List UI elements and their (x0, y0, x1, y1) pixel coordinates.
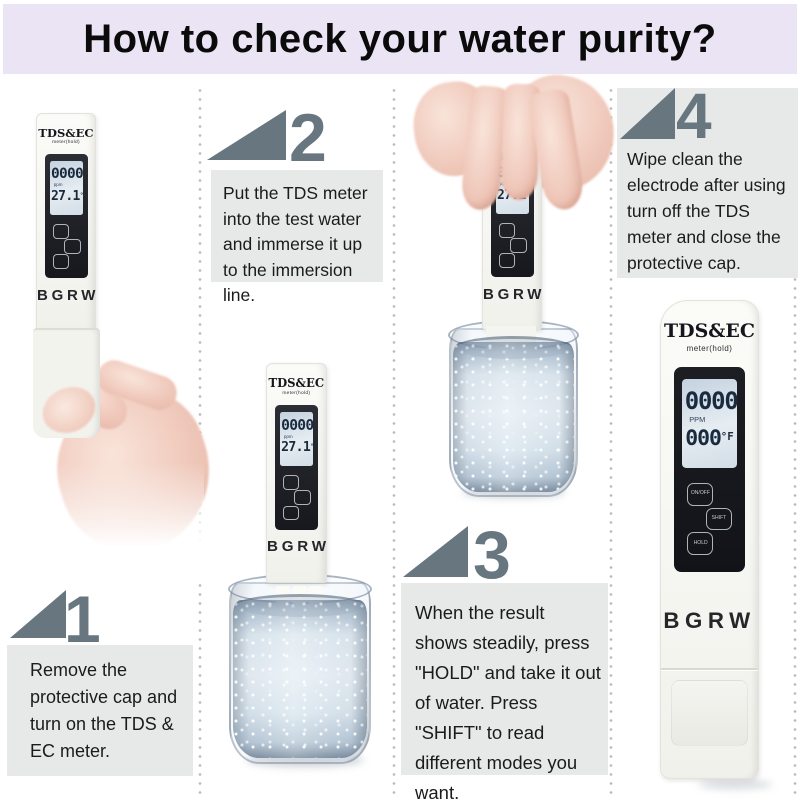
tds-meter-product-shot: TDS&EC meter(hold) 0000 PPM 000°F ON/OFF… (660, 300, 759, 779)
shift-button: SHIFT (706, 507, 733, 531)
meter-brand-title: TDS&EC (268, 375, 325, 390)
hold-button: HOLD (687, 532, 714, 555)
tds-meter-photo-step1: TDS&EC meter(hold) 0000 ppm 27.1°C BGRW (36, 113, 96, 331)
page-title: How to check your water purity? (83, 16, 717, 61)
hold-button-label: HOLD (693, 540, 708, 546)
lcd-temp-value: 27.1°C (51, 188, 88, 204)
meter-buttons (45, 220, 88, 269)
shift-button-label: SHIFT (711, 515, 727, 522)
meter-brand-subtitle: meter(hold) (686, 343, 733, 353)
on-off-button: ON/OFF (687, 482, 714, 506)
meter-brand-subtitle: meter(hold) (52, 140, 80, 146)
step-3-triangle-icon (403, 526, 468, 577)
dotted-separator (609, 86, 613, 796)
step-1-triangle-icon (10, 590, 66, 638)
meter-brand-name: BGRW (267, 538, 330, 556)
meter-button (64, 239, 81, 254)
meter-cap-seam (661, 668, 758, 671)
step-3-text: When the result shows steadily, press "H… (401, 583, 608, 800)
meter-brand-title: TDS&EC (38, 125, 94, 140)
lcd-unit-label: ppm (283, 433, 293, 439)
lcd-tds-value: 0000 (51, 166, 84, 183)
meter-brand-subtitle: meter(hold) (282, 390, 311, 396)
meter-shadow (698, 780, 772, 789)
lcd-temp-number: 27.1 (51, 188, 80, 204)
on-off-button-label: ON/OFF (690, 490, 710, 497)
meter-button (510, 238, 527, 253)
lcd-temp-unit: °C (79, 190, 88, 199)
title-bar: How to check your water purity? (3, 4, 797, 74)
meter-brand-title: TDS&EC (664, 319, 755, 342)
meter-cap-panel (670, 680, 749, 747)
meter-lcd: 0000 ppm 27.1°C (49, 161, 88, 216)
lcd-secondary-unit: °F (720, 429, 734, 443)
meter-button (52, 224, 69, 239)
lcd-temp-number: 27.1 (281, 440, 311, 456)
meter-buttons: ON/OFF SHIFT HOLD (674, 476, 745, 557)
meter-display-panel: 0000 PPM 000°F ON/OFF SHIFT HOLD (674, 367, 745, 572)
lcd-secondary-value: 000°F (685, 426, 735, 451)
meter-button (294, 490, 311, 506)
meter-lcd: 0000 PPM 000°F (682, 378, 739, 469)
lcd-unit-label: ppm (53, 182, 63, 188)
meter-button (498, 253, 515, 268)
lcd-unit-label: PPM (689, 415, 706, 425)
lcd-temp-unit: °C (310, 442, 318, 451)
step-1-text: Remove the protective cap and turn on th… (7, 645, 193, 776)
meter-display-panel: 0000 ppm 27.1°C (274, 404, 318, 530)
meter-buttons (275, 471, 318, 521)
lcd-tds-value: 0000 (281, 416, 314, 434)
lcd-secondary-number: 000 (685, 425, 722, 451)
step-4-number: 4 (676, 80, 712, 152)
meter-brand-name: BGRW (483, 285, 546, 303)
dotted-separator (392, 86, 396, 796)
water-overlay (233, 594, 367, 758)
step-2-number: 2 (289, 100, 327, 176)
water-overlay (453, 336, 574, 492)
meter-buttons (491, 219, 534, 268)
meter-lcd: 0000 ppm 27.1°C (279, 411, 318, 467)
step-2-text: Put the TDS meter into the test water an… (211, 170, 383, 305)
meter-display-panel: 0000 ppm 27.1°C (44, 154, 88, 279)
meter-brand-name: BGRW (37, 286, 100, 304)
dotted-separator (793, 86, 797, 796)
step-3-number: 3 (473, 517, 511, 593)
meter-button (498, 223, 515, 238)
photo-fade (0, 462, 204, 580)
step-1-number: 1 (64, 582, 101, 656)
lcd-temp-value: 27.1°C (281, 440, 318, 456)
step-2-triangle-icon (207, 110, 286, 160)
meter-button (282, 475, 300, 490)
meter-button (52, 254, 69, 269)
meter-button (282, 505, 300, 521)
tds-meter-photo-step2: TDS&EC meter(hold) 0000 ppm 27.1°C BGRW (266, 363, 330, 584)
meter-brand-name: BGRW (663, 607, 756, 633)
step-4-triangle-icon (620, 88, 675, 139)
lcd-tds-value: 0000 (684, 387, 739, 416)
